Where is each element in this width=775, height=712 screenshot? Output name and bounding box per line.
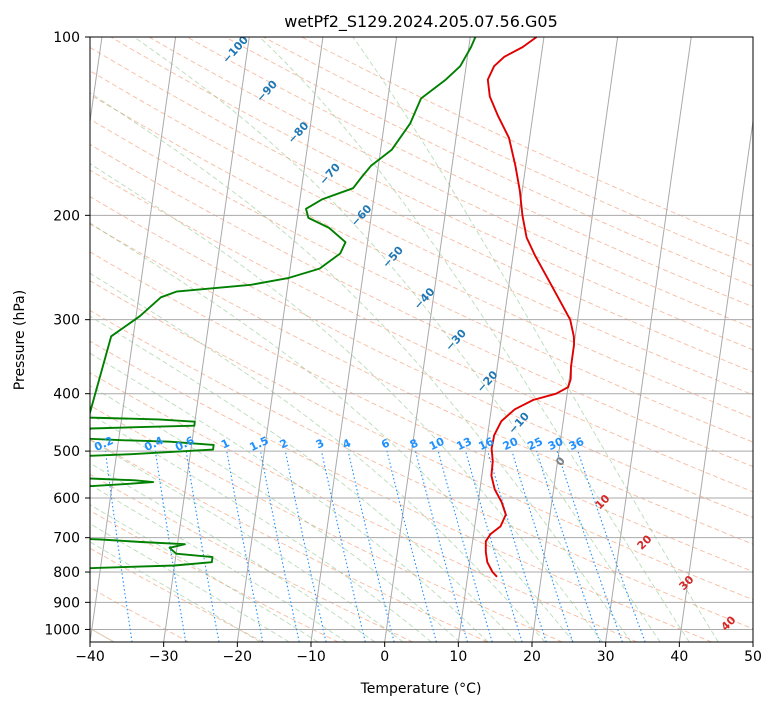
y-tick-label: 1000 — [44, 622, 80, 638]
x-tick-label: −20 — [223, 649, 253, 665]
x-axis-label: Temperature (°C) — [360, 681, 482, 697]
y-tick-label: 500 — [53, 444, 80, 460]
y-tick-label: 100 — [53, 30, 80, 46]
y-tick-label: 700 — [53, 531, 80, 547]
x-tick-label: 10 — [449, 649, 467, 665]
y-tick-label: 800 — [53, 565, 80, 581]
x-tick-label: 30 — [597, 649, 615, 665]
y-tick-label: 200 — [53, 208, 80, 224]
x-tick-label: 40 — [670, 649, 688, 665]
y-tick-label: 400 — [53, 387, 80, 403]
x-tick-label: −30 — [149, 649, 179, 665]
x-tick-label: −10 — [296, 649, 326, 665]
y-tick-label: 900 — [53, 595, 80, 611]
y-tick-label: 600 — [53, 491, 80, 507]
x-tick-label: 20 — [523, 649, 541, 665]
x-tick-label: 50 — [744, 649, 762, 665]
y-tick-label: 300 — [53, 313, 80, 329]
x-tick-label: 0 — [380, 649, 389, 665]
y-axis-label: Pressure (hPa) — [12, 290, 28, 390]
chart-title: wetPf2_S129.2024.205.07.56.G05 — [284, 12, 558, 32]
x-tick-label: −40 — [75, 649, 105, 665]
